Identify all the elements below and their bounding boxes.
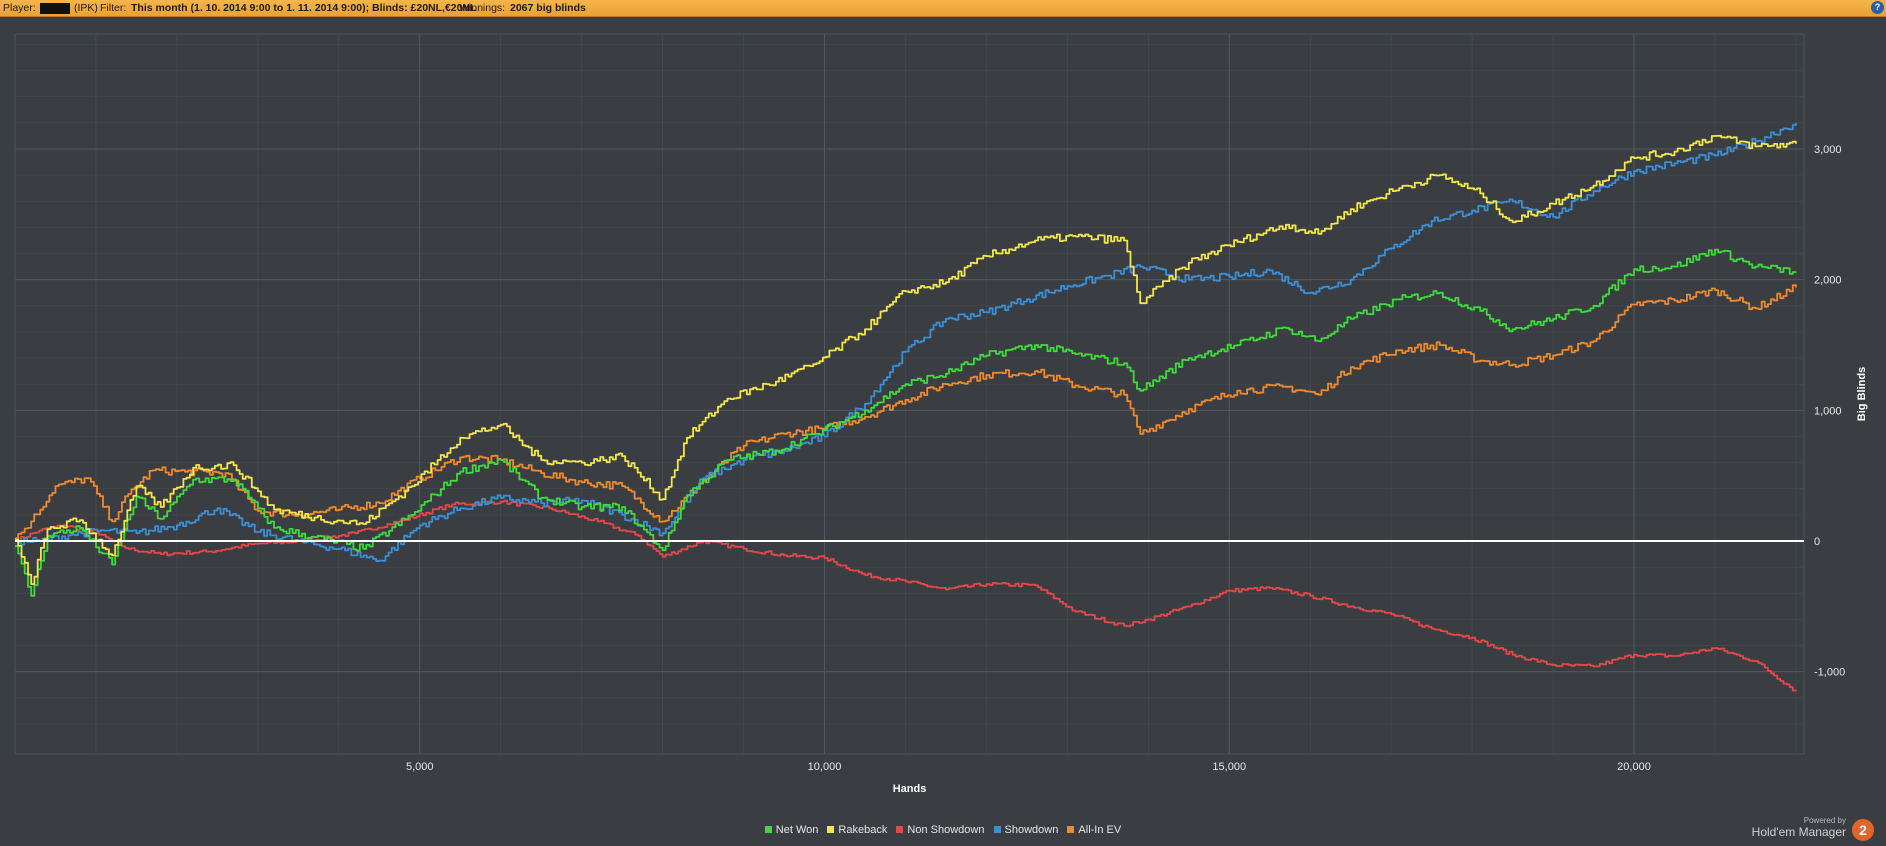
y-tick-label: 3,000 (1814, 144, 1842, 156)
redacted-player-name (40, 3, 70, 14)
series-layer (15, 122, 1797, 692)
legend-label: Showdown (1004, 824, 1059, 836)
x-tick-label: 5,000 (406, 761, 434, 773)
winnings-value: 2067 big blinds (510, 2, 586, 14)
series-line-all-in-ev[interactable] (15, 284, 1797, 540)
legend-swatch (1067, 826, 1075, 833)
legend-swatch (764, 826, 772, 833)
y-tick-label: 1,000 (1814, 405, 1842, 417)
series-line-net-won[interactable] (15, 248, 1797, 597)
x-axis-label: Hands (893, 783, 927, 795)
holdem-manager-logo-icon: 2 (1852, 819, 1874, 841)
filter-label: Filter: (100, 2, 127, 14)
y-tick-label: 0 (1814, 536, 1820, 548)
legend-label: Non Showdown (907, 824, 985, 836)
powered-by-text: Powered by (1803, 816, 1846, 825)
y-tick-labels: -1,000 0 1,000 2,000 3,000 (1814, 144, 1845, 679)
legend-swatch (896, 826, 904, 833)
winnings-label: Winnings: (459, 2, 506, 14)
y-axis-label: Big Blinds (1856, 367, 1868, 421)
x-tick-label: 15,000 (1212, 761, 1246, 773)
x-tick-label: 10,000 (808, 761, 842, 773)
legend-label: All-In EV (1078, 824, 1122, 836)
plot-area-frame (14, 33, 1805, 755)
series-line-showdown[interactable] (15, 122, 1797, 562)
chart-legend: Net Won Rakeback Non Showdown Showdown A… (0, 824, 1886, 840)
product-name: Hold'em Manager (1751, 825, 1846, 839)
y-tick-label: 2,000 (1814, 275, 1842, 287)
legend-swatch (827, 826, 835, 833)
legend-item-rakeback[interactable]: Rakeback (827, 824, 887, 836)
series-line-non-showdown[interactable] (15, 499, 1797, 692)
x-tick-labels: 5,000 10,000 15,000 20,000 (406, 761, 1651, 773)
help-icon[interactable]: ? (1871, 1, 1884, 14)
legend-label: Net Won (775, 824, 819, 836)
player-site: (IPK) (74, 2, 98, 14)
y-tick-label: -1,000 (1814, 667, 1845, 679)
legend-label: Rakeback (838, 824, 888, 836)
powered-by-branding: Powered by Hold'em Manager (1752, 816, 1846, 839)
player-label: Player: (3, 2, 36, 14)
legend-item-all-in-ev[interactable]: All-In EV (1067, 824, 1121, 836)
legend-item-showdown[interactable]: Showdown (993, 824, 1059, 836)
filter-header-bar: Player: (IPK) Filter: This month (1. 10.… (0, 0, 1886, 17)
legend-item-non-showdown[interactable]: Non Showdown (896, 824, 984, 836)
legend-swatch (993, 826, 1001, 833)
series-line-rakeback[interactable] (15, 134, 1797, 585)
filter-value: This month (1. 10. 2014 9:00 to 1. 11. 2… (131, 2, 477, 14)
x-tick-label: 20,000 (1617, 761, 1651, 773)
legend-item-net-won[interactable]: Net Won (764, 824, 819, 836)
grid-lines (15, 34, 1804, 754)
